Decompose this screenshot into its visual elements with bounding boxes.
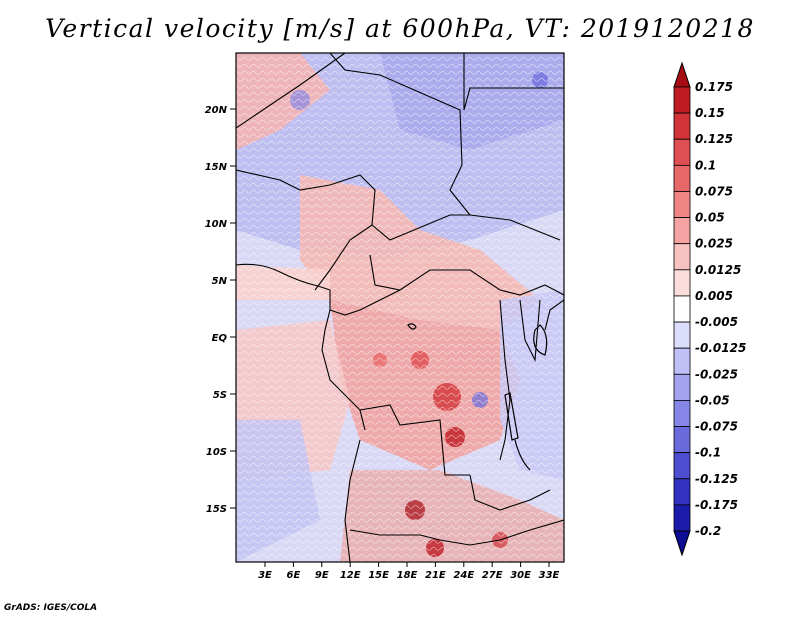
colorbar-label: -0.05 — [695, 393, 730, 407]
lon-tick-label: 15E — [368, 570, 389, 581]
colorbar-label: 0.005 — [695, 289, 733, 303]
colorbar-label: -0.025 — [695, 367, 738, 381]
colorbar-swatch — [673, 217, 691, 245]
colorbar-swatch — [673, 243, 691, 271]
colorbar-swatch — [673, 478, 691, 506]
lon-tick-label: 30E — [510, 570, 531, 581]
lon-tick-label: 6E — [287, 570, 301, 581]
longitude-axis: 3E 6E 9E 12E 15E 18E 21E 24E 27E 30E 33E — [258, 562, 560, 581]
colorbar-label: 0.05 — [695, 211, 725, 225]
lat-tick-label: 15N — [205, 162, 228, 173]
map-frame — [235, 52, 565, 563]
lon-tick-label: 24E — [453, 570, 474, 581]
lat-tick-label: 5N — [212, 276, 228, 287]
colorbar-swatch — [673, 321, 691, 349]
colorbar-swatch — [673, 112, 691, 140]
colorbar-swatch — [673, 373, 691, 401]
colorbar-swatch — [673, 86, 691, 114]
colorbar-swatch — [673, 191, 691, 218]
lon-tick-label: 18E — [397, 570, 418, 581]
colorbar-swatch — [673, 347, 691, 375]
lat-tick-label: 10N — [205, 219, 228, 230]
colorbar-swatch — [673, 426, 691, 454]
latitude-axis: 20N 15N 10N 5N EQ 5S 10S 15S — [205, 105, 236, 515]
colorbar-swatch — [673, 504, 691, 532]
colorbar-swatch — [673, 400, 691, 427]
lon-tick-label: 21E — [425, 570, 446, 581]
colorbar-label: -0.075 — [695, 420, 738, 434]
colorbar-bottom-arrow — [673, 530, 691, 557]
lon-tick-label: 33E — [539, 570, 560, 581]
lat-tick-label: 20N — [205, 105, 228, 116]
colorbar-label: 0.125 — [695, 132, 733, 146]
colorbar-label: 0.0125 — [695, 263, 741, 277]
lat-tick-label: 10S — [206, 447, 227, 458]
colorbar-swatch — [673, 269, 691, 297]
grads-credit: GrADS: IGES/COLA — [4, 603, 98, 613]
lat-tick-label: 5S — [213, 390, 227, 401]
lat-tick-label: EQ — [212, 333, 228, 344]
colorbar-swatch — [673, 138, 691, 166]
colorbar-label: -0.1 — [695, 446, 721, 460]
lon-tick-label: 9E — [315, 570, 329, 581]
chart-title: Vertical velocity [m/s] at 600hPa, VT: 2… — [45, 14, 755, 43]
colorbar-label: 0.075 — [695, 184, 733, 198]
colorbar-label: 0.1 — [695, 158, 716, 172]
colorbar-label: -0.175 — [695, 498, 738, 512]
colorbar-label: -0.0125 — [695, 341, 746, 355]
colorbar-top-arrow — [673, 61, 691, 88]
lat-tick-label: 15S — [206, 504, 227, 515]
velocity-field — [236, 53, 564, 562]
colorbar-label: -0.125 — [695, 472, 738, 486]
lon-tick-label: 27E — [482, 570, 503, 581]
colorbar-swatch — [673, 295, 691, 323]
colorbar-swatch — [673, 164, 691, 192]
colorbar-label: 0.175 — [695, 80, 733, 94]
colorbar-label: 0.15 — [695, 106, 725, 120]
colorbar-label: -0.005 — [695, 315, 738, 329]
colorbar-label: 0.025 — [695, 237, 733, 251]
colorbar-swatch — [673, 452, 691, 480]
colorbar: 0.175 0.15 0.125 0.1 0.075 0.05 0.025 0.0125 0.0… — [673, 61, 746, 557]
colorbar-label: -0.2 — [695, 524, 721, 538]
lon-tick-label: 3E — [258, 570, 272, 581]
lon-tick-label: 12E — [340, 570, 361, 581]
